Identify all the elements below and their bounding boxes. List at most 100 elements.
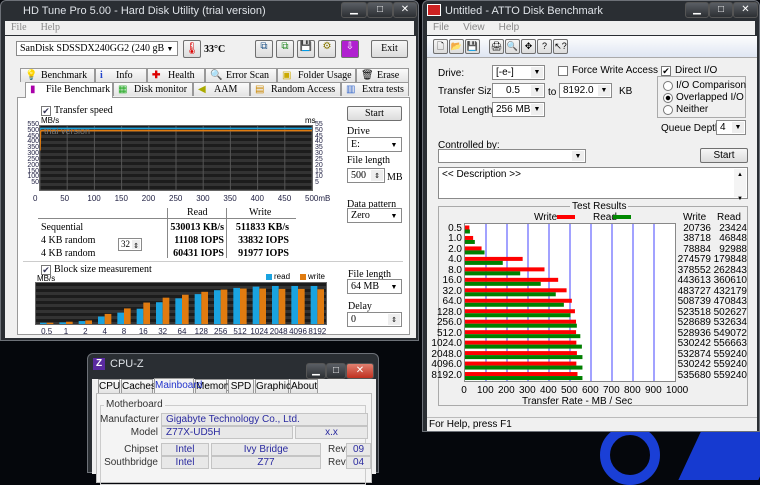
- cpuz-logo-icon: Z: [93, 358, 105, 370]
- hdtune-title-bar: HD Tune Pro 5.00 - Hard Disk Utility (tr…: [1, 1, 418, 21]
- legend-read: read: [274, 272, 291, 281]
- file-length-unit: MB: [387, 172, 403, 183]
- close-button[interactable]: ✕: [733, 2, 758, 18]
- queue-depth-spinner[interactable]: 32 ⇕: [118, 238, 142, 251]
- bar-read: [465, 292, 556, 297]
- exit-button[interactable]: Exit: [371, 40, 408, 58]
- tab-memory[interactable]: Memory: [195, 379, 233, 393]
- close-button[interactable]: ✕: [393, 2, 417, 18]
- y-tick-label: 350: [27, 144, 39, 152]
- tab-aam[interactable]: ◀ AAM: [193, 82, 250, 96]
- bar-write: [240, 288, 247, 324]
- bar-read: [194, 294, 202, 324]
- to-label: to: [548, 87, 557, 98]
- print-preview-icon[interactable]: 🔍: [505, 39, 520, 54]
- atto-body: 🗋 📂 💾 🖨 🔍 ✥? ↖? Drive: [-e-] ▼ Transfer Size: 0…: [427, 36, 757, 431]
- copy-screenshot-icon[interactable]: ⧉: [276, 40, 294, 58]
- overlapped-io-label: Overlapped I/O: [676, 92, 744, 103]
- tab-graphics[interactable]: Graphics: [255, 379, 297, 393]
- maximize-button[interactable]: □: [326, 363, 346, 379]
- total-length-select[interactable]: 256 MB ▼: [492, 102, 545, 117]
- category-label: 256.0: [436, 317, 462, 329]
- x-tick-label: 4096: [289, 327, 307, 336]
- tab-health[interactable]: ✚ Health: [147, 68, 205, 82]
- y-tick-label: 300: [27, 150, 39, 158]
- start-button[interactable]: Start: [347, 106, 402, 121]
- direct-io-checkbox[interactable]: ✔: [661, 66, 671, 76]
- bar-write: [201, 291, 208, 324]
- x-tick-label: 4: [102, 327, 107, 336]
- menu-help[interactable]: Help: [498, 22, 520, 33]
- minimize-button[interactable]: ▁: [685, 2, 709, 18]
- thermometer-icon[interactable]: 🌡: [183, 40, 201, 58]
- file-length-input[interactable]: 500 ⇕: [347, 168, 385, 183]
- save-icon[interactable]: 💾: [297, 40, 315, 58]
- y-tick-label: 200: [27, 161, 39, 169]
- tab-benchmark[interactable]: 💡 Benchmark: [20, 68, 95, 82]
- maximize-button[interactable]: □: [367, 2, 393, 18]
- move-icon[interactable]: ✥: [521, 39, 536, 54]
- tab-cpu[interactable]: CPU: [98, 379, 121, 393]
- tab-about[interactable]: About: [290, 379, 318, 393]
- hdtune-window: HD Tune Pro 5.00 - Hard Disk Utility (tr…: [0, 0, 419, 341]
- drive-select[interactable]: [-e-] ▼: [492, 65, 545, 80]
- tab-info[interactable]: i Info: [95, 68, 147, 82]
- transfer-speed-checkbox[interactable]: ✔: [41, 106, 51, 116]
- drive-letter-select[interactable]: E: ▼: [347, 137, 402, 152]
- neither-radio[interactable]: [663, 105, 673, 115]
- overlapped-io-radio[interactable]: [663, 93, 673, 103]
- tab-disk-monitor[interactable]: ▦ Disk monitor: [113, 82, 193, 96]
- print-icon[interactable]: 🖨: [489, 39, 504, 54]
- tab-random-access[interactable]: ▤ Random Access: [250, 82, 341, 96]
- bar-write: [85, 320, 92, 324]
- io-comparison-radio[interactable]: [663, 81, 673, 91]
- tab-erase[interactable]: 🗑 Erase: [356, 68, 409, 82]
- menu-file[interactable]: File: [433, 22, 450, 33]
- description-textarea[interactable]: << Description >> ▲ ▼: [438, 167, 748, 202]
- tab-file-benchmark[interactable]: ▮ File Benchmark: [25, 82, 113, 98]
- download-icon[interactable]: ⇩: [341, 40, 359, 58]
- menu-file[interactable]: File: [11, 22, 27, 33]
- read-value: 46848: [719, 233, 747, 245]
- copy-info-icon[interactable]: ⧉: [255, 40, 273, 58]
- data-pattern-select[interactable]: Zero ▼: [347, 208, 402, 223]
- x-tick-label: 200: [498, 385, 515, 396]
- write-value: 443613: [677, 275, 711, 287]
- controlled-by-select[interactable]: ▼: [438, 149, 586, 163]
- force-write-checkbox[interactable]: [558, 66, 568, 76]
- y2-tick-label: 45: [315, 132, 323, 140]
- maximize-button[interactable]: □: [709, 2, 733, 18]
- tab-mainboard[interactable]: Mainboard: [154, 378, 203, 393]
- tab-caches[interactable]: Caches: [121, 379, 156, 393]
- close-button[interactable]: ✕: [346, 363, 374, 379]
- open-folder-icon[interactable]: 📂: [449, 39, 464, 54]
- block-size-checkbox[interactable]: ✔: [41, 265, 51, 275]
- start-button[interactable]: Start: [700, 148, 748, 163]
- save-icon[interactable]: 💾: [465, 39, 480, 54]
- tab-folder-usage[interactable]: ▣ Folder Usage: [277, 68, 356, 82]
- transfer-size-from-select[interactable]: 0.5 ▼: [492, 83, 545, 98]
- write-value: 511833 KB/s: [235, 222, 289, 233]
- tab-extra-tests[interactable]: ▥ Extra tests: [341, 82, 409, 96]
- tab-spd[interactable]: SPD: [228, 379, 254, 393]
- minimize-button[interactable]: ▁: [341, 2, 367, 18]
- block-file-length-select[interactable]: 64 MB ▼: [347, 279, 402, 294]
- tab-error-scan[interactable]: 🔍 Error Scan: [205, 68, 277, 82]
- drive-select[interactable]: SanDisk SDSSDX240GG2 (240 gB) ▼: [16, 41, 178, 56]
- queue-depth-select[interactable]: 4 ▼: [716, 120, 746, 135]
- write-value: 530242: [677, 359, 711, 371]
- write-value: 38718: [683, 233, 711, 245]
- menu-view[interactable]: View: [463, 22, 485, 33]
- menu-help[interactable]: Help: [40, 22, 61, 33]
- x-tick-label: 600: [582, 385, 599, 396]
- context-help-icon[interactable]: ↖?: [553, 39, 568, 54]
- new-document-icon[interactable]: 🗋: [433, 39, 448, 54]
- options-icon[interactable]: ⚙: [318, 40, 336, 58]
- minimize-button[interactable]: ▁: [306, 363, 326, 379]
- delay-input[interactable]: 0 ⇕: [347, 312, 402, 327]
- x-tick-label: 8: [121, 327, 127, 336]
- y2-tick-label: 50: [315, 126, 323, 134]
- transfer-size-to-select[interactable]: 8192.0 ▼: [559, 83, 612, 98]
- help-icon[interactable]: ?: [537, 39, 552, 54]
- x-tick-label: 250: [169, 194, 183, 203]
